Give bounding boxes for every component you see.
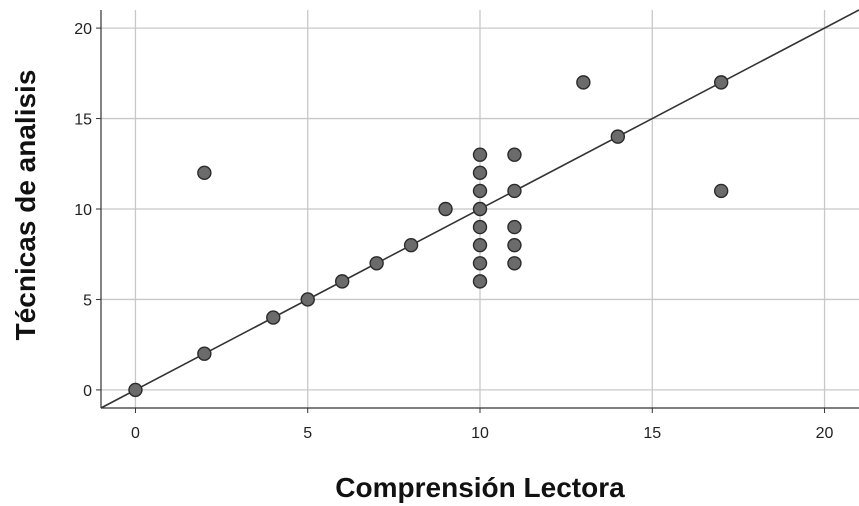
data-points [128,75,729,398]
y-tick-label: 20 [74,21,92,38]
data-point [472,237,488,253]
data-point [507,219,522,235]
data-point [507,183,522,199]
grid [101,10,859,408]
data-point [197,165,212,181]
x-tick-labels: 0 5 10 15 20 [131,425,834,442]
data-point [197,346,212,361]
data-point [266,310,281,325]
x-tick-label: 5 [303,425,312,442]
data-point [713,183,729,199]
data-point [472,183,488,199]
x-tick-label: 20 [816,425,834,442]
x-tick-label: 0 [131,425,140,442]
data-point [334,274,350,289]
y-tick-label: 10 [74,202,92,219]
data-point [128,382,143,398]
data-point [472,256,488,271]
data-point [438,201,453,217]
x-tick-label: 10 [471,425,489,442]
data-point [713,75,729,90]
data-point [403,237,419,253]
x-axis-title: Comprensión Lectora [335,472,625,503]
y-tick-labels: 0 5 10 15 20 [74,21,92,400]
y-tick-label: 5 [83,292,92,309]
data-point [472,274,488,289]
data-point [472,165,488,181]
data-point [472,219,488,235]
axes [96,10,859,413]
data-point [507,256,522,271]
data-point [507,237,522,253]
data-point [472,147,488,162]
data-point [610,129,626,144]
x-tick-label: 15 [643,425,661,442]
y-tick-label: 0 [83,383,92,400]
data-point [576,75,591,90]
data-point [369,256,384,271]
y-axis-title: Técnicas de analisis [10,70,41,341]
data-point [300,292,315,307]
y-tick-label: 15 [74,112,92,129]
data-point [507,147,522,162]
data-point [472,201,488,217]
